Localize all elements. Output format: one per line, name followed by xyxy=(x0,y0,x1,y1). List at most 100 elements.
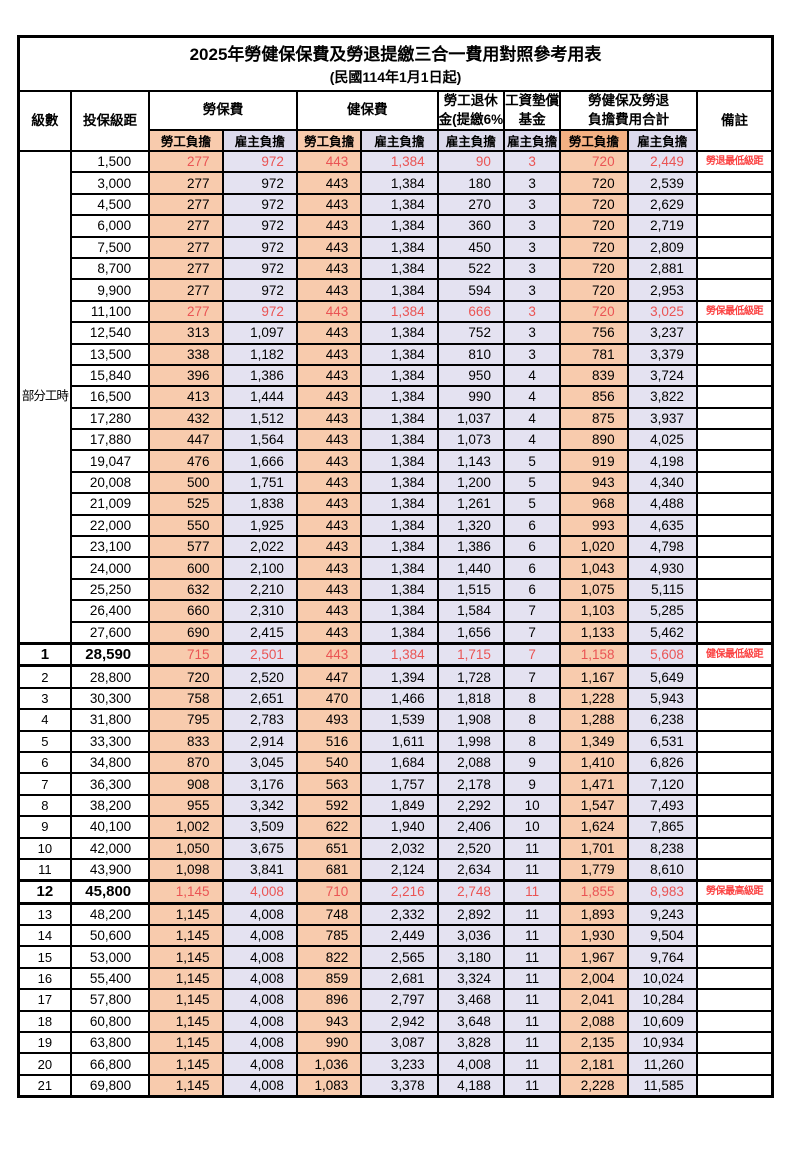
fund-employer-cell: 11 xyxy=(502,879,562,905)
labor-employer-cell: 972 xyxy=(221,235,298,259)
table-row: 4,500 277 972 443 1,384 270 3 720 2,629 xyxy=(19,192,774,217)
health-employee-cell: 443 xyxy=(295,149,363,174)
health-employee-cell: 1,036 xyxy=(295,1052,363,1076)
health-employer-cell: 1,384 xyxy=(360,214,439,238)
health-employer-cell: 1,384 xyxy=(360,599,439,623)
remark-cell xyxy=(695,1009,774,1034)
table-row: 8,700 277 972 443 1,384 522 3 720 2,881 xyxy=(19,256,774,281)
total-employee-cell: 2,041 xyxy=(559,988,629,1012)
labor-employee-cell: 715 xyxy=(148,641,224,668)
labor-employee-cell: 1,145 xyxy=(148,945,224,969)
table-row: 25,250 632 2,210 443 1,384 1,515 6 1,075 5,115 xyxy=(19,577,774,602)
pension-employer-cell: 1,200 xyxy=(436,470,505,495)
labor-employer-cell: 4,008 xyxy=(221,1073,298,1098)
table-row: 27,600 690 2,415 443 1,384 1,656 7 1,133 5,462 xyxy=(19,620,774,645)
table-row: 21 69,800 1,145 4,008 1,083 3,378 4,188 11 2,228… xyxy=(17,1073,774,1098)
pension-employer-cell: 1,656 xyxy=(436,620,505,645)
total-employee-cell: 2,004 xyxy=(559,966,629,991)
labor-employee-cell: 500 xyxy=(148,470,224,495)
pension-employer-cell: 270 xyxy=(436,192,505,217)
table-row: 3 30,300 758 2,651 470 1,466 1,818 8 1,228 5,943 xyxy=(17,686,774,711)
total-employer-cell: 10,609 xyxy=(626,1009,698,1034)
labor-employer-cell: 1,925 xyxy=(221,513,298,538)
labor-employee-cell: 277 xyxy=(148,149,224,174)
health-employee-cell: 443 xyxy=(295,321,363,345)
table-row: 7 36,300 908 3,176 563 1,757 2,178 9 1,471 7,120 xyxy=(17,772,774,796)
total-employee-cell: 2,135 xyxy=(559,1030,629,1055)
level-cell: 10 xyxy=(17,836,72,860)
health-employee-cell: 990 xyxy=(295,1030,363,1055)
pension-header-line1: 勞工退休 xyxy=(443,93,498,109)
health-employee-cell: 443 xyxy=(295,449,363,473)
health-employee-cell: 470 xyxy=(295,686,363,711)
labor-employee-cell: 600 xyxy=(148,556,224,580)
health-employee-cell: 443 xyxy=(295,385,363,409)
fund-employer-cell: 7 xyxy=(502,664,562,689)
labor-employee-cell: 660 xyxy=(148,599,224,623)
health-employer-cell: 1,384 xyxy=(360,342,439,366)
health-employer-cell: 1,384 xyxy=(360,406,439,431)
pension-employer-cell: 1,037 xyxy=(436,406,505,431)
level-cell: 17 xyxy=(17,988,72,1012)
pension-employer-cell: 990 xyxy=(436,385,505,409)
fund-employer-cell: 3 xyxy=(502,171,562,195)
col-header-bracket: 投保級距 xyxy=(69,90,151,152)
total-employer-cell: 2,629 xyxy=(626,192,698,217)
total-employee-cell: 2,181 xyxy=(559,1052,629,1076)
pension-employer-cell: 1,320 xyxy=(436,513,505,538)
remark-cell xyxy=(695,1052,774,1076)
labor-employer-cell: 4,008 xyxy=(221,966,298,991)
title-row: 2025年勞健保保費及勞退提繳三合一費用對照參考用表 (民國114年1月1日起) xyxy=(17,35,774,92)
fund-employer-cell: 11 xyxy=(502,1073,562,1098)
total-employee-cell: 968 xyxy=(559,492,629,516)
remark-cell xyxy=(695,686,774,711)
health-employee-cell: 443 xyxy=(295,428,363,452)
health-employee-cell: 592 xyxy=(295,793,363,818)
total-employee-cell: 720 xyxy=(559,171,629,195)
health-employee-cell: 443 xyxy=(295,342,363,366)
table-row: 2 28,800 720 2,520 447 1,394 1,728 7 1,167 5,649 xyxy=(17,664,774,689)
level-cell: 11 xyxy=(17,857,72,882)
bracket-cell: 33,300 xyxy=(69,729,151,753)
labor-employer-cell: 2,210 xyxy=(221,577,298,602)
health-employer-cell: 1,384 xyxy=(360,256,439,281)
labor-employer-cell: 1,182 xyxy=(221,342,298,366)
remark-cell xyxy=(695,192,774,217)
labor-employee-cell: 313 xyxy=(148,321,224,345)
labor-employer-cell: 1,512 xyxy=(221,406,298,431)
total-employer-cell: 10,284 xyxy=(626,988,698,1012)
total-employer-cell: 5,649 xyxy=(626,664,698,689)
table-row: 1 28,590 715 2,501 443 1,384 1,715 7 1,158 5,608 健… xyxy=(17,641,774,668)
health-employee-cell: 822 xyxy=(295,945,363,969)
labor-employee-cell: 476 xyxy=(148,449,224,473)
bracket-cell: 15,840 xyxy=(69,363,151,388)
labor-employee-cell: 413 xyxy=(148,385,224,409)
pension-employer-cell: 2,292 xyxy=(436,793,505,818)
health-employer-cell: 1,384 xyxy=(360,535,439,559)
bracket-cell: 26,400 xyxy=(69,599,151,623)
bracket-cell: 66,800 xyxy=(69,1052,151,1076)
labor-employer-cell: 2,100 xyxy=(221,556,298,580)
pension-employer-cell: 3,036 xyxy=(436,924,505,948)
table-row: 3,000 277 972 443 1,384 180 3 720 2,539 xyxy=(19,171,774,195)
health-employee-cell: 748 xyxy=(295,902,363,927)
bracket-cell: 57,800 xyxy=(69,988,151,1012)
remark-cell xyxy=(695,577,774,602)
header-sub-row: 勞工負擔 雇主負擔 勞工負擔 雇主負擔 雇主負擔 雇主負擔 勞工負擔 雇主負擔 xyxy=(19,129,773,152)
total-employee-cell: 1,701 xyxy=(559,836,629,860)
bracket-cell: 25,250 xyxy=(69,577,151,602)
labor-employee-cell: 277 xyxy=(148,256,224,281)
labor-employer-cell: 2,501 xyxy=(221,641,298,668)
total-employer-cell: 5,115 xyxy=(626,577,698,602)
health-employer-cell: 2,124 xyxy=(360,857,439,882)
table-row: 19 63,800 1,145 4,008 990 3,087 3,828 11 2,135 10… xyxy=(17,1030,774,1055)
health-employee-cell: 443 xyxy=(295,577,363,602)
table-row: 19,047 476 1,666 443 1,384 1,143 5 919 4,198 xyxy=(19,449,774,473)
total-employee-cell: 856 xyxy=(559,385,629,409)
labor-employer-cell: 4,008 xyxy=(221,924,298,948)
subheader-pension-employer: 雇主負擔 xyxy=(436,129,505,152)
labor-employee-cell: 525 xyxy=(148,492,224,516)
table-row: 9,900 277 972 443 1,384 594 3 720 2,953 xyxy=(19,278,774,302)
total-employer-cell: 3,724 xyxy=(626,363,698,388)
fund-employer-cell: 3 xyxy=(502,235,562,259)
